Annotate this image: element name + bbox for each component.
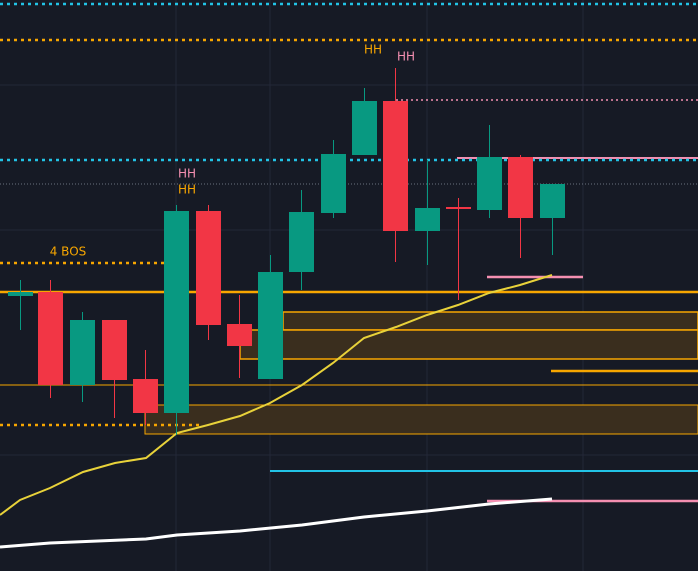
- candle-body: [164, 211, 189, 413]
- candle-body: [446, 207, 471, 209]
- candle-body: [196, 211, 221, 325]
- candles: [8, 68, 565, 435]
- candle-body: [383, 101, 408, 231]
- candle-body: [227, 324, 252, 346]
- moving-average: [0, 274, 553, 516]
- candle-body: [415, 208, 440, 231]
- candle-body: [38, 292, 63, 385]
- candle-body: [352, 101, 377, 155]
- candle-body: [102, 320, 127, 380]
- candle-body: [540, 184, 565, 218]
- candle-body: [258, 272, 283, 379]
- candle-body: [477, 157, 502, 210]
- annotation: 4 BOS: [50, 245, 87, 259]
- candle-body: [8, 292, 33, 296]
- zone: [282, 311, 698, 331]
- candle-body: [321, 154, 346, 213]
- candle-body: [508, 157, 533, 218]
- zone: [239, 329, 698, 360]
- annotation: HH: [178, 167, 196, 181]
- annotation: HH: [364, 43, 382, 57]
- annotation: HH: [178, 183, 196, 197]
- annotation: HH: [397, 50, 415, 64]
- moving-average: [0, 497, 553, 549]
- candle-body: [289, 212, 314, 272]
- candle-body: [70, 320, 95, 385]
- candle-body: [133, 379, 158, 413]
